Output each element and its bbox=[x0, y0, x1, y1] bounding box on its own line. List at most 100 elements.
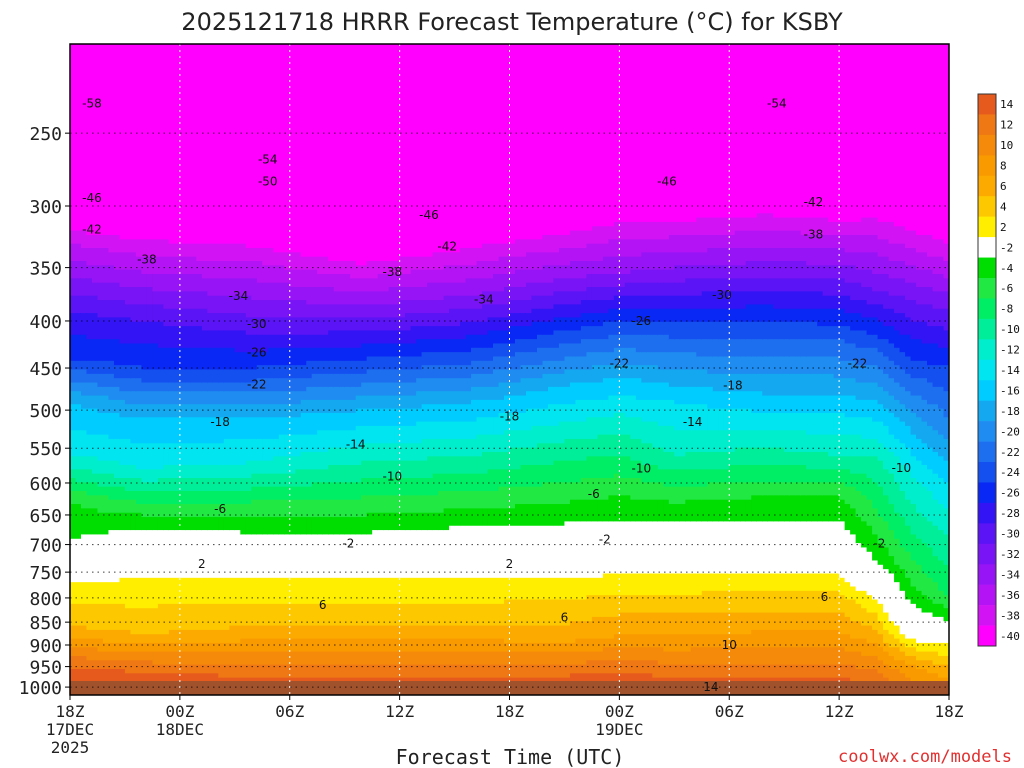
temperature-cell bbox=[454, 625, 461, 640]
temperature-cell bbox=[317, 287, 324, 305]
temperature-cell bbox=[218, 313, 225, 332]
temperature-cell bbox=[685, 369, 692, 388]
temperature-cell bbox=[322, 304, 329, 319]
temperature-cell bbox=[366, 664, 373, 679]
temperature-cell bbox=[613, 395, 620, 414]
temperature-cell bbox=[624, 308, 631, 323]
temperature-cell bbox=[817, 278, 824, 292]
temperature-cell bbox=[569, 438, 577, 462]
temperature-cell bbox=[833, 647, 840, 666]
temperature-cell bbox=[70, 582, 77, 605]
temperature-cell bbox=[613, 634, 620, 648]
temperature-cell bbox=[273, 317, 280, 336]
temperature-cell bbox=[482, 386, 489, 401]
colorbar-label: -6 bbox=[1000, 282, 1013, 295]
temperature-cell bbox=[168, 464, 175, 479]
temperature-cell bbox=[806, 629, 813, 648]
temperature-cell bbox=[438, 438, 445, 457]
temperature-cell bbox=[383, 261, 390, 275]
temperature-cell bbox=[278, 499, 285, 518]
temperature-cell bbox=[822, 234, 829, 249]
temperature-cell bbox=[520, 642, 527, 653]
temperature-cell bbox=[888, 343, 895, 362]
temperature-cell bbox=[839, 647, 846, 666]
temperature-cell bbox=[833, 395, 840, 414]
temperature-cell bbox=[872, 217, 879, 236]
temperature-cell bbox=[498, 469, 505, 488]
temperature-cell bbox=[624, 595, 631, 614]
temperature-cell bbox=[943, 534, 949, 566]
temperature-cell bbox=[712, 308, 719, 323]
temperature-cell bbox=[580, 326, 588, 340]
contour-label: 2 bbox=[506, 557, 514, 571]
temperature-cell bbox=[828, 434, 835, 457]
temperature-cell bbox=[652, 321, 659, 336]
temperature-cell bbox=[289, 404, 296, 418]
temperature-cell bbox=[113, 412, 121, 440]
temperature-cell bbox=[179, 369, 186, 384]
temperature-cell bbox=[311, 664, 318, 679]
temperature-cell bbox=[405, 495, 412, 514]
temperature-cell bbox=[811, 339, 818, 358]
temperature-cell bbox=[372, 577, 379, 605]
temperature-cell bbox=[800, 590, 807, 614]
temperature-cell bbox=[767, 230, 774, 249]
temperature-cell bbox=[493, 417, 500, 436]
temperature-cell bbox=[921, 304, 928, 323]
temperature-cell bbox=[190, 417, 197, 444]
temperature-cell bbox=[141, 577, 148, 609]
colorbar: 1412108642-2-4-6-8-10-12-14-16-18-20-22-… bbox=[977, 93, 1020, 647]
temperature-cell bbox=[135, 504, 143, 514]
temperature-cell bbox=[784, 521, 791, 575]
temperature-cell bbox=[295, 651, 302, 666]
temperature-cell bbox=[690, 664, 697, 679]
temperature-cell bbox=[344, 399, 351, 414]
temperature-cell bbox=[789, 230, 796, 249]
temperature-cell bbox=[575, 247, 582, 262]
temperature-cell bbox=[619, 478, 626, 496]
temperature-cell bbox=[383, 664, 390, 679]
temperature-cell bbox=[701, 252, 708, 266]
temperature-cell bbox=[894, 438, 901, 457]
temperature-cell bbox=[822, 265, 829, 279]
temperature-cell bbox=[927, 44, 934, 236]
temperature-cell bbox=[635, 647, 642, 661]
temperature-cell bbox=[460, 321, 467, 340]
temperature-cell bbox=[421, 339, 428, 353]
temperature-cell bbox=[712, 391, 719, 410]
temperature-cell bbox=[712, 373, 719, 392]
temperature-cell bbox=[361, 625, 368, 640]
temperature-cell bbox=[707, 44, 714, 219]
temperature-cell bbox=[504, 486, 511, 509]
temperature-cell bbox=[668, 221, 675, 236]
temperature-cell bbox=[163, 530, 170, 579]
temperature-cell bbox=[70, 456, 77, 470]
temperature-cell bbox=[806, 395, 813, 414]
temperature-cell bbox=[262, 404, 269, 418]
temperature-cell bbox=[756, 430, 763, 449]
temperature-cell bbox=[168, 517, 175, 531]
temperature-cell bbox=[284, 317, 291, 336]
temperature-cell bbox=[542, 664, 549, 679]
temperature-cell bbox=[504, 369, 511, 384]
temperature-cell bbox=[855, 434, 862, 457]
temperature-cell bbox=[762, 373, 769, 397]
temperature-cell bbox=[190, 577, 197, 605]
temperature-cell bbox=[822, 664, 829, 679]
temperature-cell bbox=[767, 213, 774, 232]
temperature-cell bbox=[234, 261, 241, 279]
temperature-cell bbox=[817, 612, 824, 631]
temperature-cell bbox=[421, 664, 428, 679]
temperature-cell bbox=[663, 269, 670, 284]
temperature-cell bbox=[811, 247, 818, 266]
temperature-cell bbox=[218, 261, 225, 279]
temperature-cell bbox=[421, 391, 428, 405]
temperature-cell bbox=[905, 334, 912, 358]
temperature-cell bbox=[476, 456, 483, 475]
temperature-cell bbox=[872, 599, 879, 614]
temperature-cell bbox=[399, 443, 406, 462]
temperature-cell bbox=[833, 412, 840, 436]
temperature-cell bbox=[916, 538, 923, 566]
temperature-cell bbox=[921, 573, 928, 596]
temperature-cell bbox=[547, 282, 555, 297]
